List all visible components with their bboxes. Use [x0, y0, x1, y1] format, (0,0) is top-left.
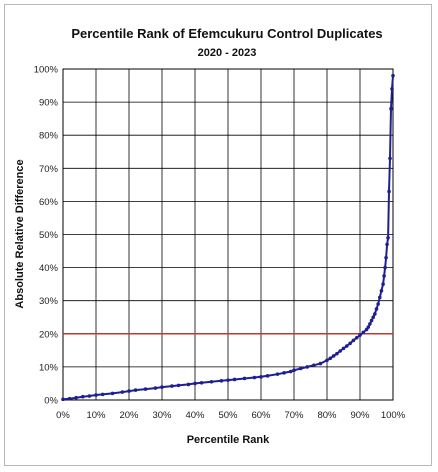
data-point — [170, 384, 174, 388]
data-point — [389, 106, 393, 111]
data-point — [331, 354, 336, 358]
data-point — [318, 361, 323, 366]
y-tick-label: 0% — [44, 396, 58, 407]
data-point — [381, 282, 385, 286]
data-point — [374, 307, 379, 311]
y-tick-label: 40% — [39, 263, 59, 274]
x-tick-label: 80% — [317, 410, 337, 421]
data-point — [120, 390, 125, 394]
data-point — [328, 356, 333, 361]
chart-title: Percentile Rank of Efemcukuru Control Du… — [71, 26, 382, 41]
data-point — [199, 380, 204, 385]
y-axis-label: Absolute Relative Difference — [14, 159, 26, 308]
data-point — [351, 338, 356, 343]
data-point — [265, 374, 270, 378]
data-point — [193, 381, 197, 386]
y-tick-label: 20% — [39, 329, 59, 340]
data-point — [373, 312, 377, 316]
data-point — [379, 288, 384, 293]
data-point — [312, 363, 316, 368]
x-tick-label: 10% — [86, 410, 106, 421]
y-tick-label: 70% — [39, 164, 59, 175]
data-point — [127, 389, 131, 393]
data-point — [345, 344, 349, 348]
data-point — [338, 349, 343, 353]
data-point — [378, 295, 382, 300]
data-point — [176, 383, 181, 388]
y-tick-label: 10% — [39, 362, 59, 373]
data-point — [242, 376, 247, 381]
data-point — [376, 302, 380, 306]
y-tick-label: 50% — [39, 230, 59, 241]
data-point — [133, 388, 138, 392]
y-tick-label: 100% — [34, 65, 59, 76]
data-point — [110, 391, 115, 396]
data-point — [219, 379, 224, 383]
x-tick-label: 30% — [152, 410, 172, 421]
data-point — [275, 372, 280, 376]
data-point — [384, 255, 388, 260]
data-point — [386, 236, 390, 240]
data-point — [259, 375, 263, 379]
data-point — [368, 322, 372, 326]
data-point — [94, 393, 98, 397]
x-tick-labels: 0% 10% 20% 30% 40% 50% 60% 70% 80% 90% 100% — [56, 410, 406, 421]
data-point — [305, 365, 310, 369]
data-point — [186, 382, 191, 387]
x-tick-label: 20% — [119, 410, 139, 421]
data-point — [87, 394, 92, 398]
x-tick-label: 100% — [381, 410, 406, 421]
data-point — [252, 375, 257, 380]
chart-subtitle: 2020 - 2023 — [198, 47, 257, 59]
data-point — [282, 371, 286, 375]
data-point — [143, 387, 148, 391]
data-point — [382, 274, 386, 278]
x-tick-label: 50% — [218, 410, 238, 421]
data-point — [341, 346, 346, 351]
data-point — [348, 341, 352, 346]
chart-frame: Percentile Rank of Efemcukuru Control Du… — [4, 4, 432, 466]
data-point — [209, 379, 214, 384]
data-point — [226, 378, 230, 382]
y-tick-label: 60% — [39, 197, 59, 208]
data-point — [391, 73, 395, 78]
data-point — [61, 397, 65, 402]
data-point — [160, 385, 164, 389]
x-tick-label: 60% — [251, 410, 271, 421]
data-point — [361, 330, 366, 335]
y-tick-labels: 0% 10% 20% 30% 40% 50% 60% 70% 80% 90% 100% — [34, 65, 59, 407]
x-tick-label: 90% — [350, 410, 370, 421]
data-point — [354, 335, 359, 340]
data-point — [335, 351, 339, 356]
data-point — [67, 396, 72, 401]
data-point — [390, 87, 394, 91]
data-point — [288, 369, 293, 374]
data-point — [232, 377, 237, 382]
data-point — [385, 242, 389, 247]
x-tick-label: 70% — [284, 410, 304, 421]
grid-lines — [62, 68, 394, 401]
data-point — [388, 156, 392, 161]
y-tick-label: 30% — [39, 296, 59, 307]
y-tick-label: 80% — [39, 131, 59, 142]
data-point — [371, 315, 376, 320]
data-point — [100, 392, 105, 397]
data-point — [358, 333, 362, 337]
series-points — [61, 73, 395, 402]
y-tick-label: 90% — [39, 98, 59, 109]
data-point — [81, 394, 85, 399]
x-axis-label: Percentile Rank — [187, 434, 270, 446]
data-point — [74, 395, 78, 400]
data-point — [298, 366, 303, 371]
data-point — [325, 358, 329, 363]
data-point — [153, 386, 158, 390]
data-point — [383, 265, 387, 270]
x-tick-label: 0% — [56, 410, 70, 421]
x-tick-label: 40% — [185, 410, 205, 421]
data-point — [387, 189, 391, 194]
data-point — [366, 325, 371, 329]
data-point — [292, 368, 296, 373]
percentile-rank-chart: Percentile Rank of Efemcukuru Control Du… — [14, 26, 406, 446]
data-point — [369, 318, 374, 323]
